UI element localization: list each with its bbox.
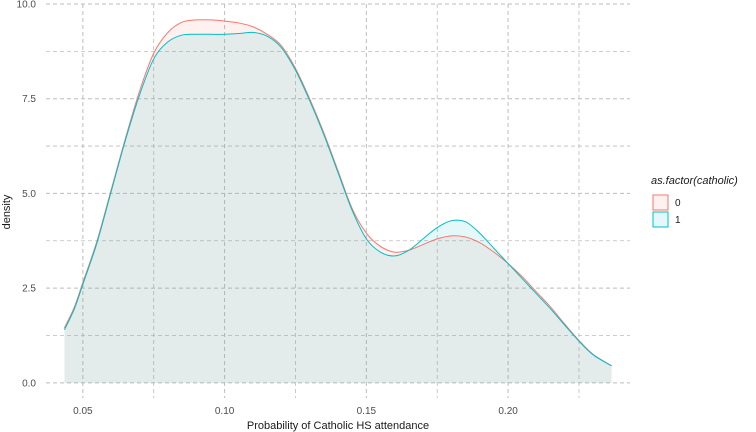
legend-key-1 xyxy=(652,211,669,228)
density-area-1 xyxy=(64,32,612,383)
legend: as.factor(catholic) 0 1 xyxy=(651,175,738,228)
legend-title: as.factor(catholic) xyxy=(651,175,738,187)
major-gridlines xyxy=(46,3,630,398)
y-tick-label: 5.0 xyxy=(22,189,36,200)
legend-swatch-1 xyxy=(652,211,669,228)
y-tick-label: 0.0 xyxy=(22,378,36,389)
density-area-0 xyxy=(64,19,612,383)
density-lines xyxy=(63,19,612,367)
y-tick-label: 10.0 xyxy=(17,0,37,11)
x-axis-title: Probability of Catholic HS attendance xyxy=(247,420,429,432)
y-axis-title: density xyxy=(1,194,13,229)
legend-label-0: 0 xyxy=(675,198,681,209)
legend-key-0 xyxy=(652,194,669,211)
x-tick-label: 0.05 xyxy=(73,406,93,417)
x-tick-label: 0.15 xyxy=(357,406,377,417)
density-line-0 xyxy=(63,19,612,367)
x-tick-label: 0.10 xyxy=(215,406,235,417)
legend-label-1: 1 xyxy=(675,215,681,226)
x-tick-label: 0.20 xyxy=(498,406,518,417)
density-areas xyxy=(64,19,612,383)
density-line-1 xyxy=(63,31,612,367)
x-axis-tick-labels: 0.05 0.10 0.15 0.20 xyxy=(73,406,518,417)
y-tick-label: 7.5 xyxy=(22,94,36,105)
legend-swatch-0 xyxy=(652,194,669,211)
y-axis-tick-labels: 0.0 2.5 5.0 7.5 10.0 xyxy=(17,0,37,389)
y-tick-label: 2.5 xyxy=(22,284,36,295)
